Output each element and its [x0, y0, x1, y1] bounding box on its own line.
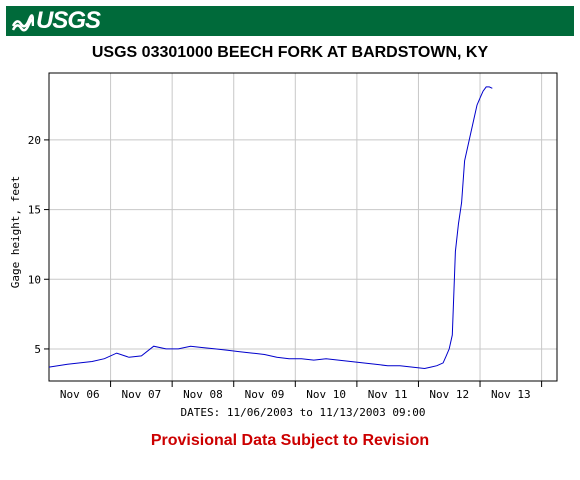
y-tick-label: 10 [28, 273, 41, 286]
x-tick-label: Nov 12 [429, 388, 469, 401]
y-tick-label: 5 [34, 343, 41, 356]
usgs-banner: USGS [6, 6, 574, 36]
y-tick-label: 15 [28, 204, 41, 217]
plot-frame [48, 72, 558, 382]
chart-grid [49, 73, 557, 381]
chart-title: USGS 03301000 BEECH FORK AT BARDSTOWN, K… [91, 44, 489, 61]
x-tick-label: Nov 06 [60, 388, 100, 401]
x-tick-label: Nov 10 [306, 388, 346, 401]
x-tick-label: Nov 13 [491, 388, 531, 401]
x-tick-label: Nov 09 [245, 388, 285, 401]
usgs-logo-icon [12, 14, 34, 32]
x-tick-label: Nov 11 [368, 388, 408, 401]
chart-ticks [44, 139, 543, 387]
usgs-logo[interactable]: USGS [12, 7, 101, 34]
y-tick-label: 20 [28, 134, 41, 147]
x-axis-label: DATES: 11/06/2003 to 11/13/2003 09:00 [180, 406, 425, 419]
chart-tick-labels: Nov 06 Nov 07 Nov 08 Nov 09 Nov 10 Nov 11 Nov … [28, 134, 531, 401]
y-axis-label: Gage height, feet [9, 176, 22, 289]
gage-height-chart: Nov 06 Nov 07 Nov 08 Nov 09 Nov 10 Nov 11 Nov … [9, 72, 558, 419]
x-tick-label: Nov 07 [121, 388, 161, 401]
x-tick-label: Nov 08 [183, 388, 223, 401]
usgs-logo-text: USGS [36, 7, 101, 34]
gage-height-line [48, 86, 493, 370]
provisional-notice: Provisional Data Subject to Revision [150, 432, 430, 449]
